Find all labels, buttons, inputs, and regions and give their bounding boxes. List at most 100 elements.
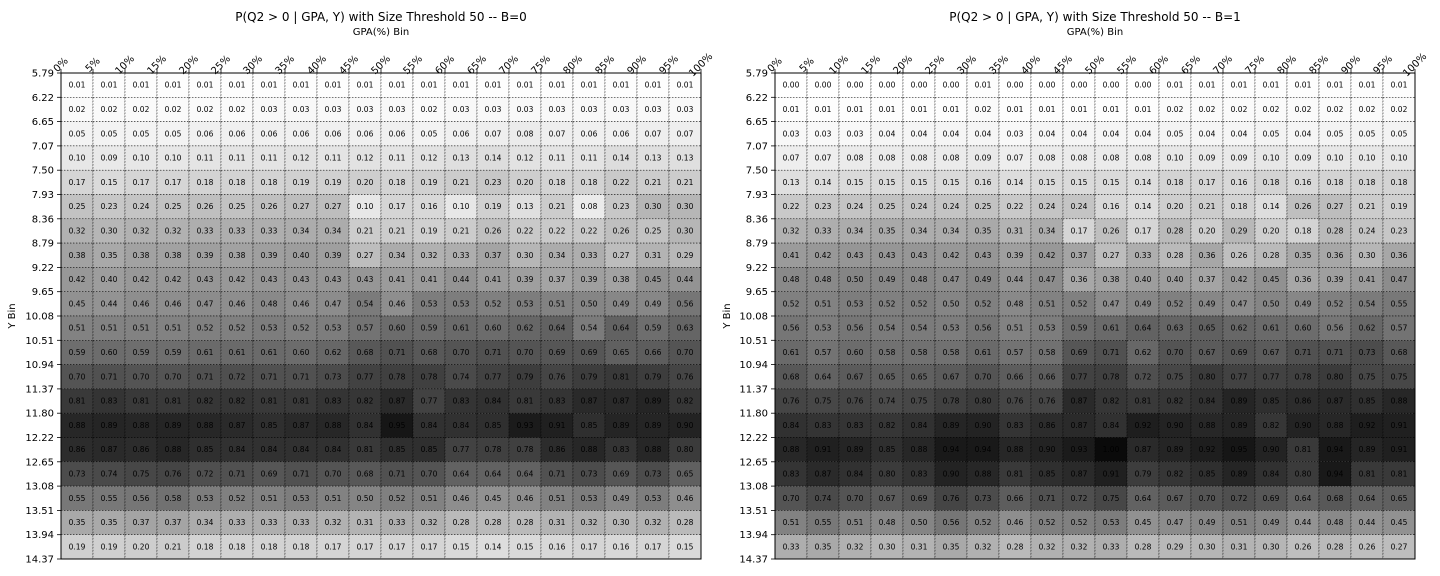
heatmap-cell <box>1190 534 1224 560</box>
heatmap-cell <box>348 388 382 414</box>
heatmap-cell <box>806 437 840 463</box>
heatmap-cell <box>1158 388 1192 414</box>
heatmap-cell <box>1190 510 1224 535</box>
heatmap-cell <box>540 291 574 317</box>
cell-value-label: 0.89 <box>1167 445 1184 454</box>
cell-value-label: 0.37 <box>485 251 502 260</box>
cell-value-label: 0.53 <box>325 324 342 333</box>
heatmap-cell <box>838 218 872 244</box>
cell-value-label: 0.50 <box>581 299 598 308</box>
cell-value-label: 0.82 <box>1167 469 1184 478</box>
cell-value-label: 0.01 <box>453 81 470 90</box>
heatmap-cell <box>220 388 254 414</box>
cell-value-label: 0.01 <box>229 81 246 90</box>
cell-value-label: 0.15 <box>911 178 928 187</box>
cell-value-label: 0.72 <box>1071 494 1088 503</box>
cell-value-label: 0.28 <box>1167 251 1184 260</box>
heatmap-cell <box>1222 72 1256 98</box>
cell-value-label: 0.43 <box>847 251 864 260</box>
cell-value-label: 0.91 <box>549 421 566 430</box>
cell-value-label: 0.51 <box>1039 299 1056 308</box>
heatmap-cell <box>870 121 904 147</box>
heatmap-cell <box>998 121 1032 147</box>
heatmap-cell <box>1222 534 1256 560</box>
cell-value-label: 0.26 <box>1103 226 1120 235</box>
cell-value-label: 0.94 <box>1327 469 1344 478</box>
heatmap-cell <box>668 242 702 268</box>
cell-value-label: 0.52 <box>389 494 406 503</box>
cell-value-label: 0.27 <box>293 202 310 211</box>
cell-value-label: 0.55 <box>101 494 118 503</box>
cell-value-label: 0.33 <box>261 226 278 235</box>
heatmap-cell <box>348 121 382 147</box>
cell-value-label: 0.75 <box>1167 372 1184 381</box>
heatmap-cell <box>284 72 318 98</box>
y-ticks: 5.79 6.22 6.65 7.07 7.50 7.93 8.36 8.79 9.22 9.65… <box>739 69 775 566</box>
y-tick-label: 13.08 <box>25 482 54 493</box>
cell-value-label: 0.21 <box>549 202 566 211</box>
heatmap-cell <box>284 510 318 535</box>
heatmap-cell <box>220 315 254 341</box>
heatmap-cell <box>998 169 1032 195</box>
cell-value-label: 0.94 <box>943 445 960 454</box>
cell-value-label: 0.37 <box>165 518 182 527</box>
cell-value-label: 0.10 <box>357 202 374 211</box>
cell-value-label: 0.01 <box>783 105 800 114</box>
heatmap-cell <box>380 169 414 195</box>
heatmap-cell <box>1190 412 1224 438</box>
cell-value-label: 0.02 <box>1263 105 1280 114</box>
cell-value-label: 0.23 <box>815 202 832 211</box>
cell-value-label: 0.48 <box>1327 518 1344 527</box>
cell-value-label: 0.62 <box>325 348 342 357</box>
cell-value-label: 0.26 <box>485 226 502 235</box>
heatmap-cell <box>636 72 670 98</box>
cell-value-label: 0.33 <box>229 518 246 527</box>
cell-value-label: 0.13 <box>453 154 470 163</box>
heatmap-cell <box>444 534 478 560</box>
cell-value-label: 0.91 <box>1391 445 1408 454</box>
cell-value-label: 0.22 <box>549 226 566 235</box>
heatmap-cell <box>668 315 702 341</box>
y-tick-label: 12.22 <box>25 433 54 444</box>
chart-title: P(Q2 > 0 | GPA, Y) with Size Threshold 5… <box>235 10 527 24</box>
heatmap-cell <box>934 267 968 292</box>
cell-value-label: 0.81 <box>133 397 150 406</box>
chart-title: P(Q2 > 0 | GPA, Y) with Size Threshold 5… <box>949 10 1241 24</box>
cell-value-label: 0.85 <box>581 421 598 430</box>
heatmap-cell <box>1190 97 1224 122</box>
cell-value-label: 0.53 <box>1039 324 1056 333</box>
heatmap-cell <box>1190 169 1224 195</box>
heatmap-cell <box>284 242 318 268</box>
cell-value-label: 0.32 <box>783 226 800 235</box>
cell-value-label: 0.24 <box>1359 226 1376 235</box>
cell-value-label: 0.88 <box>783 445 800 454</box>
cell-value-label: 0.17 <box>69 178 86 187</box>
cell-value-label: 0.81 <box>517 397 534 406</box>
heatmap-cell <box>156 72 190 98</box>
cell-value-label: 0.03 <box>581 105 598 114</box>
cell-value-label: 0.16 <box>1295 178 1312 187</box>
cell-value-label: 0.13 <box>517 202 534 211</box>
heatmap-cell <box>316 242 350 268</box>
heatmap-cell <box>540 72 574 98</box>
cell-value-label: 0.42 <box>1039 251 1056 260</box>
heatmap-cell <box>92 72 126 98</box>
heatmap-cell <box>380 291 414 317</box>
cell-value-label: 0.95 <box>389 421 406 430</box>
heatmap-cell <box>1062 194 1096 220</box>
cell-value-label: 0.34 <box>847 226 864 235</box>
heatmap-cell <box>902 510 936 535</box>
heatmap-cell <box>156 412 190 438</box>
cell-value-label: 0.56 <box>783 324 800 333</box>
cell-value-label: 0.72 <box>1231 494 1248 503</box>
cell-value-label: 0.33 <box>389 518 406 527</box>
heatmap-cell <box>188 291 222 317</box>
cell-value-label: 0.21 <box>677 178 694 187</box>
heatmap-cell <box>934 412 968 438</box>
heatmap-cell <box>1062 534 1096 560</box>
heatmap-cell <box>284 169 318 195</box>
heatmap-cell <box>476 437 510 463</box>
cell-value-label: 0.19 <box>421 178 438 187</box>
cell-value-label: 0.85 <box>879 445 896 454</box>
heatmap-cell <box>1350 485 1384 511</box>
